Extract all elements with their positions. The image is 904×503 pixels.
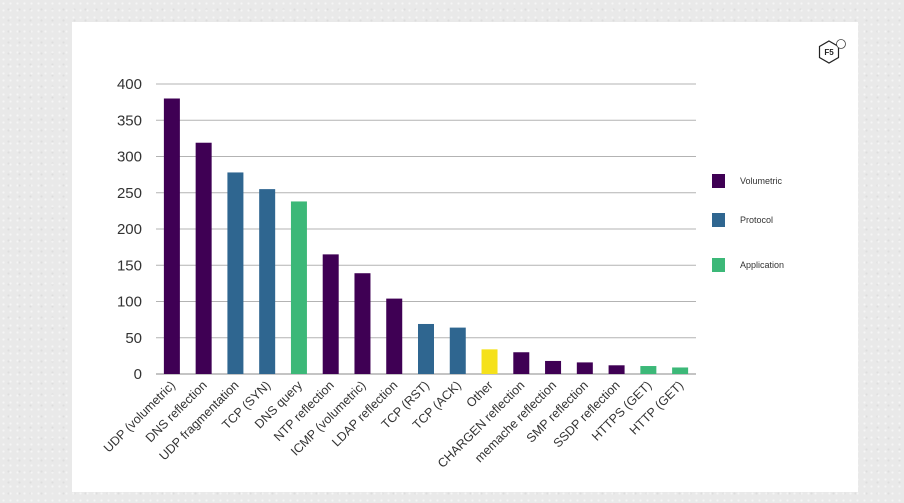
y-tick-label: 400 <box>117 76 142 93</box>
bars <box>163 98 689 374</box>
legend-swatch <box>712 213 725 227</box>
bar-chart: 0 50 100 150 200 250 300 350 400 UDP (volumetric… <box>101 39 846 471</box>
legend-swatch <box>712 258 725 272</box>
y-axis-ticks: 0 50 100 150 200 250 300 350 400 <box>117 76 142 383</box>
y-tick-label: 50 <box>125 330 142 347</box>
bar <box>449 327 466 374</box>
legend: Volumetric Protocol Application <box>712 174 784 272</box>
bar <box>163 98 180 374</box>
bar <box>513 352 530 374</box>
logo-badge <box>836 39 846 49</box>
legend-swatch <box>712 174 725 188</box>
y-tick-label: 300 <box>117 149 142 166</box>
gridlines <box>156 83 696 375</box>
bar <box>227 172 244 374</box>
bar <box>608 365 625 374</box>
bar <box>418 323 434 374</box>
bar <box>386 298 403 374</box>
logo-text: F5 <box>824 48 834 57</box>
chart-card: 0 50 100 150 200 250 300 350 400 UDP (volumetric… <box>72 22 858 492</box>
bar <box>195 142 212 374</box>
bar <box>640 366 657 374</box>
y-tick-label: 150 <box>117 257 142 274</box>
bar <box>672 367 689 374</box>
y-tick-label: 350 <box>117 112 142 129</box>
y-tick-label: 100 <box>117 294 142 311</box>
y-tick-label: 250 <box>117 185 142 202</box>
bar <box>354 273 371 374</box>
legend-label: Application <box>740 260 784 270</box>
bar <box>576 362 593 374</box>
y-tick-label: 200 <box>117 221 142 238</box>
y-tick-label: 0 <box>134 366 142 383</box>
bar <box>322 254 339 374</box>
f5-logo-icon: F5 <box>818 39 846 64</box>
bar <box>481 349 498 374</box>
bar <box>290 201 307 374</box>
legend-label: Protocol <box>740 215 773 225</box>
bar <box>259 189 276 374</box>
legend-label: Volumetric <box>740 176 783 186</box>
bar <box>545 360 562 374</box>
